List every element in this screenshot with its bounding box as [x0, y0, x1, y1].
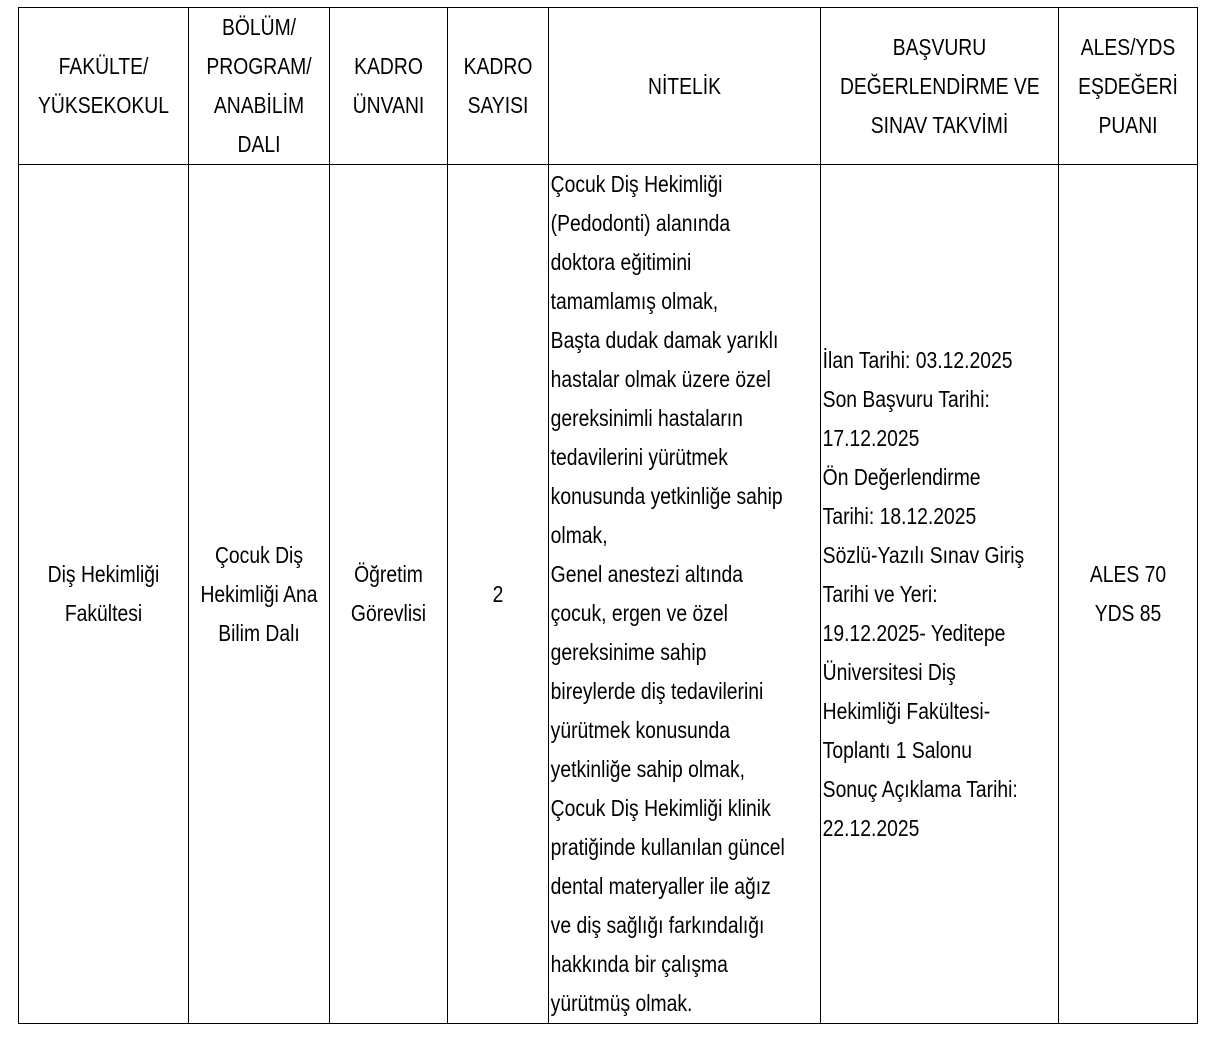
text-line: 22.12.2025 — [822, 814, 920, 841]
text-line: 19.12.2025- Yeditepe — [822, 619, 1006, 646]
cell-qualification: Çocuk Diş Hekimliği (Pedodonti) alanında d… — [548, 164, 821, 1024]
text-line: BÖLÜM/ — [221, 14, 297, 40]
text-line: (Pedodonti) alanında — [550, 210, 731, 236]
text-line: Öğretim — [354, 561, 423, 587]
text-line: Üniversitesi Diş — [822, 658, 956, 685]
text-line: yetkinliğe sahip olmak, — [550, 756, 746, 782]
text-line: çocuk, ergen ve özel — [550, 600, 728, 626]
header-position-title: KADRO ÜNVANI — [329, 7, 448, 165]
text-line: ALES/YDS — [1080, 33, 1176, 60]
text-line: Ön Değerlendirme — [822, 463, 981, 490]
text-line: pratiğinde kullanılan güncel — [550, 834, 785, 860]
text-line: ALES 70 — [1089, 561, 1167, 587]
text-line: Son Başvuru Tarihi: — [822, 385, 990, 412]
text-line: EŞDEĞERİ — [1078, 72, 1178, 99]
text-line: Tarihi ve Yeri: — [822, 580, 938, 607]
text-line: ve diş sağlığı farkındalığı — [550, 912, 765, 938]
header-position-count: KADRO SAYISI — [447, 7, 549, 165]
text-line: Tarihi: 18.12.2025 — [822, 502, 977, 529]
text-line: NİTELİK — [647, 72, 722, 99]
text-line: yürütmek konusunda — [550, 717, 731, 743]
text-line: tamamlamış olmak, — [550, 288, 719, 314]
text-line: YDS 85 — [1094, 600, 1162, 626]
text-line: Hekimliği Ana — [200, 580, 318, 607]
text-line: SINAV TAKVİMİ — [870, 111, 1009, 138]
text-line: Hekimliği Fakültesi- — [822, 697, 991, 724]
text-line: gereksinime sahip — [550, 639, 707, 665]
job-posting-table: FAKÜLTE/YÜKSEKOKUL BÖLÜM/PROGRAM/ANABİLİ… — [18, 7, 1198, 1024]
text-line: gereksinimli hastaların — [550, 405, 743, 431]
cell-faculty: Diş Hekimliği Fakültesi — [18, 164, 189, 1024]
text-line: İlan Tarihi: 03.12.2025 — [822, 346, 1013, 373]
text-line: bireylerde diş tedavilerini — [550, 678, 764, 704]
text-line: Toplantı 1 Salonu — [822, 736, 972, 763]
cell-score: ALES 70 YDS 85 — [1058, 164, 1198, 1024]
text-line: Başta dudak damak yarıklı — [550, 327, 779, 353]
cell-department: Çocuk Diş Hekimliği Ana Bilim Dalı — [188, 164, 330, 1024]
text-line: ÜNVANI — [352, 92, 425, 118]
text-line: olmak, — [550, 522, 608, 548]
text-line: hastalar olmak üzere özel — [550, 366, 771, 392]
text-line: Çocuk Diş Hekimliği klinik — [550, 795, 771, 821]
text-line: KADRO — [463, 53, 533, 79]
text-line: DALI — [237, 131, 281, 157]
text-line: dental materyaller ile ağız — [550, 873, 771, 899]
header-score: ALES/YDS EŞDEĞERİ PUANI — [1058, 7, 1198, 165]
text-line: Bilim Dalı — [218, 619, 300, 646]
header-schedule: BAŞVURU DEĞERLENDİRME VE SINAV TAKVİMİ — [820, 7, 1059, 165]
text-line: konusunda yetkinliğe sahip — [550, 483, 783, 509]
text-line: Çocuk Diş Hekimliği — [550, 171, 723, 197]
header-row: FAKÜLTE/YÜKSEKOKUL BÖLÜM/PROGRAM/ANABİLİ… — [18, 7, 1198, 165]
text-line: Diş Hekimliği — [47, 561, 160, 587]
text-line: yürütmüş olmak. — [550, 990, 693, 1016]
text-line: PROGRAM/ — [206, 53, 312, 79]
text-line: hakkında bir çalışma — [550, 951, 728, 977]
text-line: 2 — [492, 580, 504, 607]
header-qualification: NİTELİK — [548, 7, 821, 165]
text-line: DEĞERLENDİRME VE — [839, 72, 1040, 99]
cell-schedule: İlan Tarihi: 03.12.2025 Son Başvuru Tarih… — [820, 164, 1059, 1024]
text-line: YÜKSEKOKUL — [37, 92, 169, 118]
text-line: Sözlü-Yazılı Sınav Giriş — [822, 541, 1025, 568]
text-line: Fakültesi — [64, 600, 143, 626]
text-line: Genel anestezi altında — [550, 561, 743, 587]
header-faculty: FAKÜLTE/YÜKSEKOKUL — [18, 7, 189, 165]
text-line: 17.12.2025 — [822, 424, 920, 451]
text-line: Çocuk Diş — [214, 541, 304, 568]
text-line: PUANI — [1098, 111, 1158, 138]
text-line: BAŞVURU — [892, 33, 987, 60]
text-line: Sonuç Açıklama Tarihi: — [822, 775, 1018, 802]
cell-position-title: Öğretim Görevlisi — [329, 164, 448, 1024]
table-row: Diş Hekimliği Fakültesi Çocuk Diş Hekimliğ… — [18, 164, 1198, 1024]
text-line: KADRO — [354, 53, 423, 79]
header-department: BÖLÜM/PROGRAM/ANABİLİM DALI — [188, 7, 330, 165]
text-line: SAYISI — [467, 92, 529, 118]
text-line: ANABİLİM — [213, 92, 305, 118]
cell-position-count: 2 — [447, 164, 549, 1024]
text-line: tedavilerini yürütmek — [550, 444, 728, 470]
text-line: Görevlisi — [350, 600, 427, 626]
text-line: FAKÜLTE/ — [58, 53, 149, 79]
text-line: doktora eğitimini — [550, 249, 692, 275]
